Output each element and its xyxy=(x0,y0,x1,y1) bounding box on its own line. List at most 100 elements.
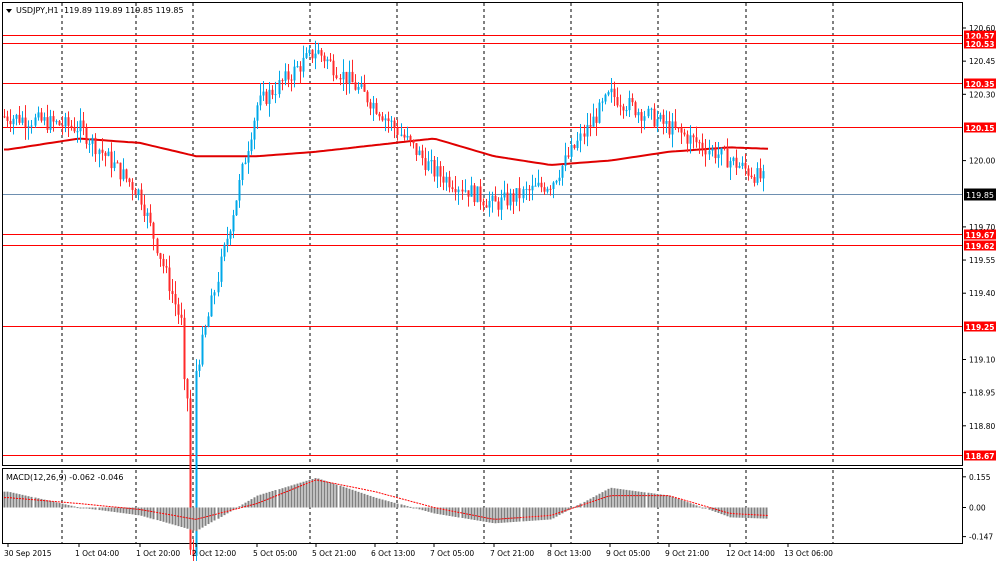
candle-body xyxy=(576,140,579,149)
candle-body xyxy=(143,204,146,217)
macd-histogram-bar xyxy=(555,507,558,517)
macd-histogram-bar xyxy=(210,507,213,523)
level-badge-text: 119.25 xyxy=(966,323,995,332)
macd-histogram-bar xyxy=(162,507,165,522)
level-badge-text: 120.15 xyxy=(966,124,995,133)
macd-histogram-bar xyxy=(537,507,540,521)
candle-body xyxy=(88,143,91,145)
macd-histogram-bar xyxy=(21,494,24,508)
macd-histogram-bar xyxy=(378,498,381,508)
candle-body xyxy=(174,294,177,305)
time-tick-label: 7 Oct 21:00 xyxy=(490,549,534,558)
candle-body xyxy=(271,89,274,95)
macd-histogram-bar xyxy=(650,493,653,508)
level-badge xyxy=(964,122,996,133)
macd-histogram-bar xyxy=(433,507,436,514)
candle-body xyxy=(122,169,125,180)
current-price-text: 119.85 xyxy=(966,191,994,200)
candle-body xyxy=(64,117,67,127)
macd-histogram-bar xyxy=(149,507,152,519)
candle-body xyxy=(296,66,299,68)
candle-body xyxy=(140,189,143,205)
candle-body xyxy=(256,105,259,121)
dropdown-triangle-icon[interactable] xyxy=(6,9,12,13)
price-tick-label: 119.70 xyxy=(969,223,995,232)
macd-histogram-bar xyxy=(509,507,512,523)
candle-body xyxy=(335,75,338,79)
macd-histogram-bar xyxy=(308,479,311,508)
macd-histogram-bar xyxy=(497,507,500,524)
candle-body xyxy=(76,131,79,133)
candle-body xyxy=(616,97,619,106)
candle-body xyxy=(717,154,720,159)
candle-body xyxy=(308,49,311,54)
macd-histogram-bar xyxy=(683,501,686,508)
symbol-label: USDJPY,H1 xyxy=(16,6,59,15)
macd-histogram-bar xyxy=(613,488,616,508)
candle-body xyxy=(668,121,671,135)
macd-histogram-bar xyxy=(24,495,27,508)
candle-body xyxy=(104,152,107,156)
macd-histogram-bar xyxy=(165,507,168,523)
candle-body xyxy=(360,84,363,87)
macd-histogram-bar xyxy=(43,499,46,508)
level-badge xyxy=(964,321,996,332)
macd-histogram-bar xyxy=(131,507,134,515)
macd-histogram-bar xyxy=(689,503,692,508)
candle-body xyxy=(244,162,247,164)
macd-histogram-bar xyxy=(427,507,430,512)
time-tick-label: 9 Oct 05:00 xyxy=(606,549,650,558)
macd-histogram-bar xyxy=(738,507,741,518)
candle-body xyxy=(497,201,500,210)
candle-body xyxy=(741,162,744,166)
macd-histogram-bar xyxy=(409,506,412,508)
candle-body xyxy=(61,125,64,127)
candle-body xyxy=(134,189,137,195)
candle-body xyxy=(451,187,454,190)
macd-histogram-bar xyxy=(515,507,518,522)
macd-histogram-bar xyxy=(204,507,207,526)
macd-histogram-bar xyxy=(302,481,305,508)
candle-body xyxy=(400,134,403,136)
price-tick-label: 120.60 xyxy=(969,24,995,33)
candle-body xyxy=(726,148,729,168)
time-tick-label: 1 Oct 20:00 xyxy=(136,549,180,558)
candle-body xyxy=(79,120,82,132)
candle-body xyxy=(457,189,460,193)
candle-body xyxy=(442,176,445,183)
candle-body xyxy=(284,71,287,81)
macd-histogram-bar xyxy=(27,496,30,508)
macd-histogram-bar xyxy=(522,507,525,522)
macd-histogram-bar xyxy=(384,500,387,508)
macd-histogram-bar xyxy=(345,487,348,508)
candle-body xyxy=(674,121,677,128)
candle-body xyxy=(183,317,186,380)
macd-histogram-bar xyxy=(698,506,701,508)
candle-body xyxy=(30,125,33,127)
candle-body xyxy=(302,57,305,72)
candle-body xyxy=(58,121,61,126)
candle-body xyxy=(253,120,256,140)
macd-histogram-bar xyxy=(610,487,613,508)
macd-histogram-bar xyxy=(659,494,662,508)
macd-histogram-bar xyxy=(247,500,250,508)
macd-histogram-bar xyxy=(589,498,592,508)
candle-body xyxy=(656,119,659,127)
candle-body xyxy=(94,137,97,155)
level-badge xyxy=(964,240,996,251)
macd-histogram-bar xyxy=(116,507,119,513)
macd-histogram-bar xyxy=(220,507,223,517)
macd-histogram-bar xyxy=(88,507,91,509)
macd-histogram-bar xyxy=(732,507,735,518)
macd-histogram-bar xyxy=(528,507,531,521)
macd-histogram-bar xyxy=(67,505,70,508)
macd-histogram-bar xyxy=(552,507,555,519)
candle-body xyxy=(381,116,384,121)
time-tick-label: 1 Oct 04:00 xyxy=(75,549,119,558)
candle-body xyxy=(70,125,73,128)
candle-body xyxy=(171,291,174,295)
macd-histogram-bar xyxy=(525,507,528,522)
macd-histogram-bar xyxy=(674,497,677,508)
